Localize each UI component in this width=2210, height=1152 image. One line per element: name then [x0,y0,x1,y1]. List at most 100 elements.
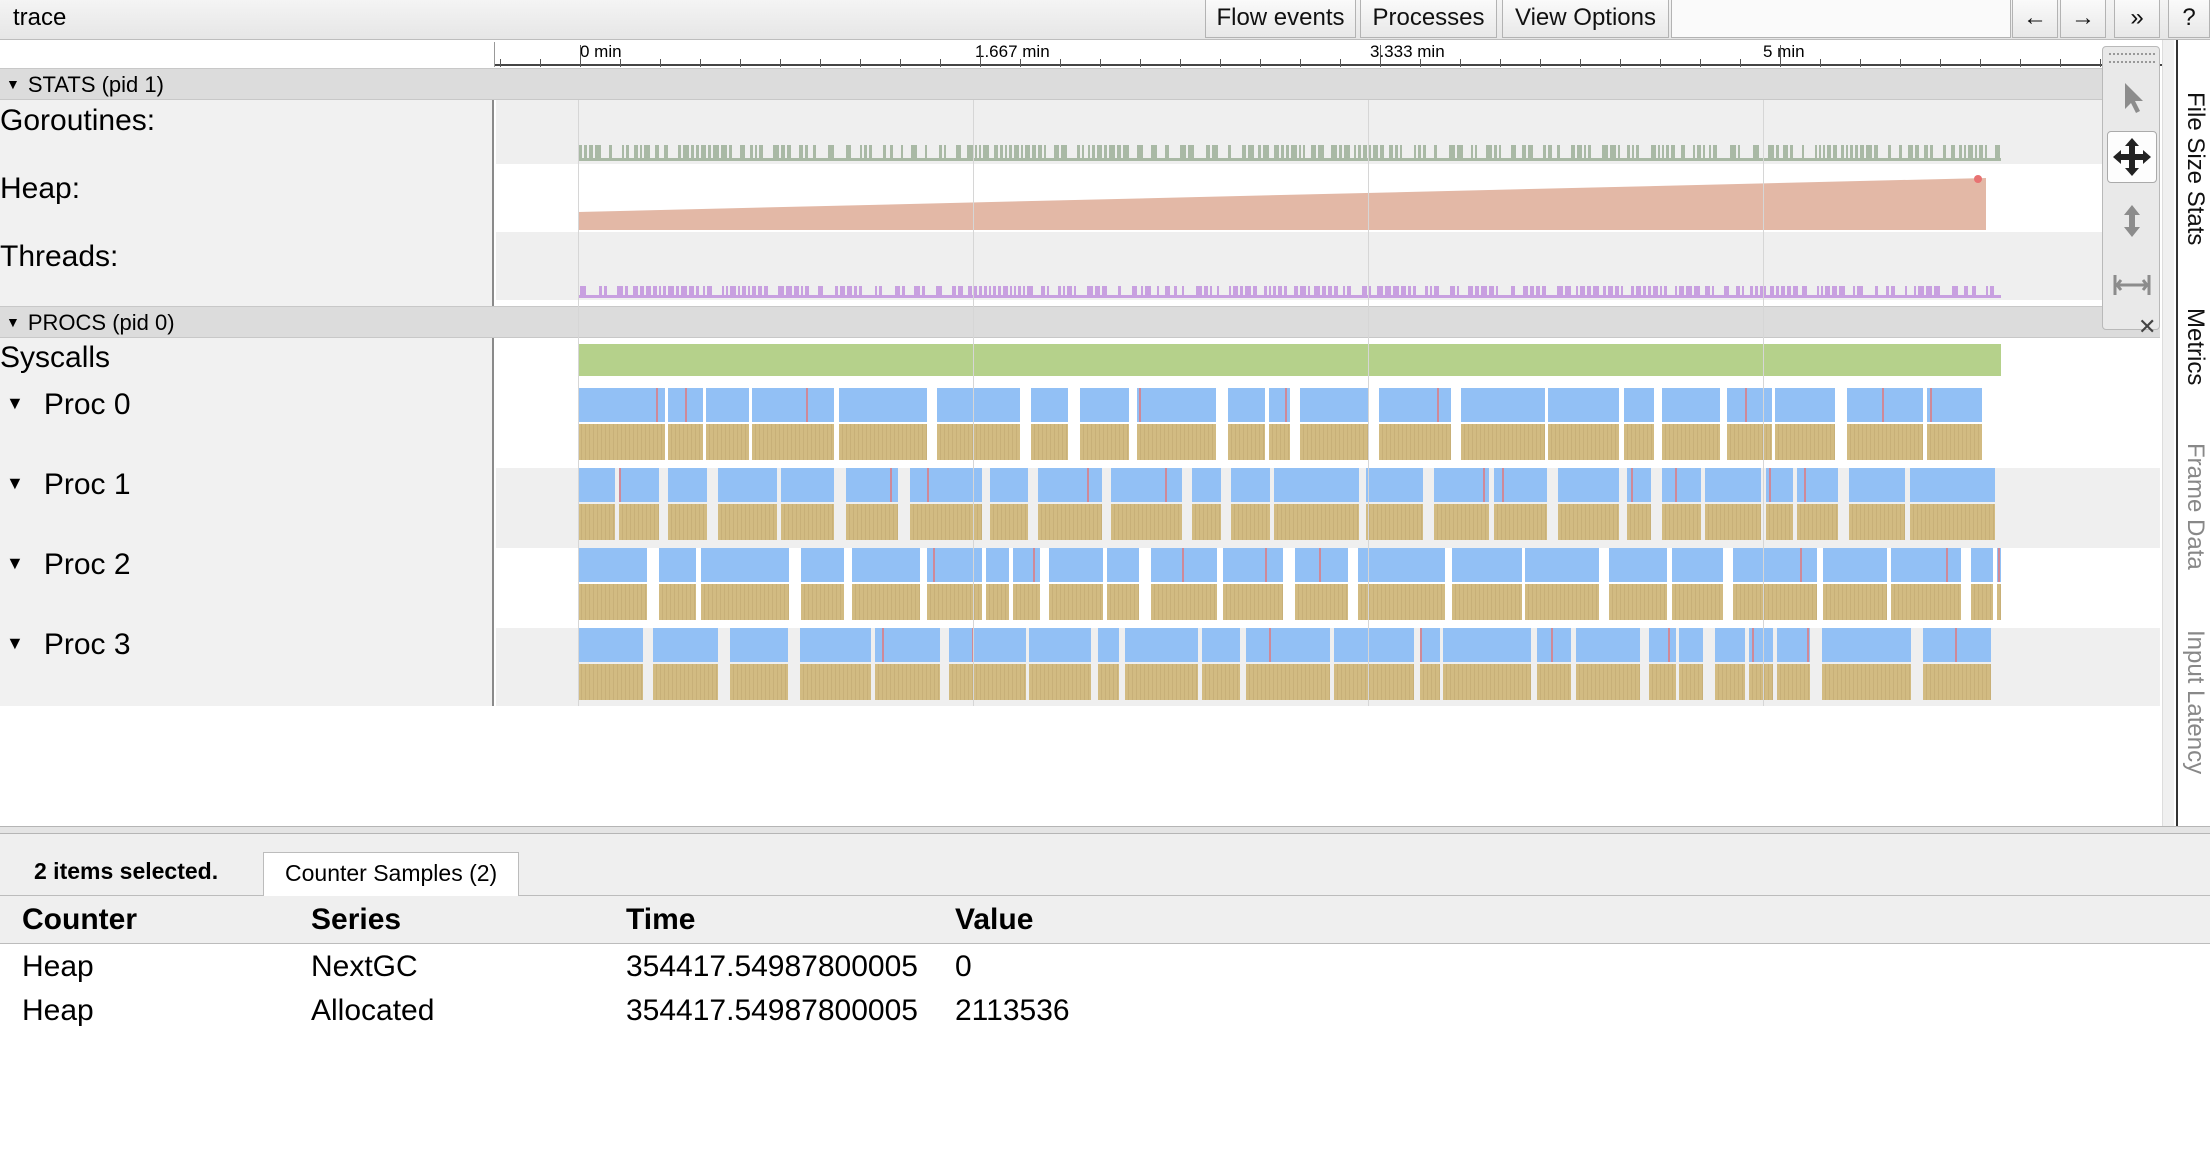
counter-sample-bar[interactable] [1054,145,1059,161]
column-header-value[interactable]: Value [955,903,1034,936]
counter-sample-bar[interactable] [1536,286,1540,298]
counter-sample-bar[interactable] [1206,145,1210,161]
counter-sample-bar[interactable] [742,286,746,298]
counter-sample-bar[interactable] [1926,286,1932,298]
pan-mode-button[interactable] [2107,131,2157,183]
counter-sample-bar[interactable] [1736,286,1740,298]
counter-sample-bar[interactable] [1468,286,1473,298]
collapse-arrow-icon[interactable]: ▼ [6,553,24,573]
goroutine-slice[interactable] [1443,628,1531,662]
gc-slice[interactable] [1727,424,1772,460]
event-marker[interactable] [1930,388,1932,422]
goroutine-slice[interactable] [846,468,898,502]
counter-sample-bar[interactable] [1841,145,1844,161]
close-icon[interactable]: ✕ [2138,314,2157,339]
counter-sample-bar[interactable] [1787,286,1791,298]
event-marker[interactable] [1752,628,1754,662]
counter-sample-bar[interactable] [748,286,750,298]
counter-sample-bar[interactable] [1430,286,1432,298]
counter-sample-bar[interactable] [1648,286,1651,298]
goroutine-slice[interactable] [1246,628,1330,662]
counter-sample-bar[interactable] [1328,286,1332,298]
goroutine-slice[interactable] [1366,468,1423,502]
gc-slice[interactable] [1923,664,1991,700]
gc-slice[interactable] [1548,424,1619,460]
counter-sample-bar[interactable] [1450,286,1455,298]
goroutine-slice[interactable] [986,548,1009,582]
goroutine-slice[interactable] [1098,628,1119,662]
gc-slice[interactable] [852,584,920,620]
gc-slice[interactable] [1192,504,1221,540]
gc-slice[interactable] [1537,664,1571,700]
counter-sample-bar[interactable] [1286,145,1289,161]
proc-0-label[interactable]: ▼ Proc 0 [6,388,131,421]
counter-sample-bar[interactable] [1548,145,1552,161]
event-marker[interactable] [619,468,621,502]
counter-sample-bar[interactable] [1264,286,1267,298]
counter-sample-bar[interactable] [1358,145,1361,161]
counter-sample-bar[interactable] [1853,286,1855,298]
gc-slice[interactable] [1494,504,1547,540]
timeline-tracks[interactable]: ▼ STATS (pid 1) Goroutines: Heap: Threads… [0,68,2160,708]
event-marker[interactable] [1420,628,1422,662]
event-marker[interactable] [1745,388,1747,422]
counter-sample-bar[interactable] [609,145,612,161]
counter-sample-bar[interactable] [939,145,942,161]
zoom-mode-button[interactable] [2107,195,2157,247]
counter-sample-bar[interactable] [1875,286,1878,298]
event-marker[interactable] [685,388,687,422]
goroutine-slice[interactable] [706,388,749,422]
gc-slice[interactable] [1891,584,1961,620]
counter-sample-bar[interactable] [979,286,982,298]
goroutine-slice[interactable] [1031,388,1068,422]
event-marker[interactable] [1551,628,1553,662]
gc-slice[interactable] [1849,504,1905,540]
counter-sample-bar[interactable] [1141,286,1143,298]
goroutine-slice[interactable] [910,468,982,502]
gc-slice[interactable] [1246,664,1330,700]
counter-sample-bar[interactable] [1457,145,1463,161]
syscalls-track[interactable] [578,344,2001,376]
counter-sample-bar[interactable] [1475,286,1479,298]
counter-sample-bar[interactable] [1005,145,1007,161]
goroutine-slice[interactable] [1558,468,1619,502]
gc-slice[interactable] [910,504,982,540]
goroutine-slice[interactable] [1923,628,1991,662]
counter-sample-bar[interactable] [1331,145,1337,161]
goroutine-slice[interactable] [1202,628,1240,662]
counter-sample-bar[interactable] [633,286,638,298]
counter-sample-bar[interactable] [1082,145,1084,161]
counter-sample-bar[interactable] [701,145,706,161]
collapse-arrow-icon[interactable]: ▼ [6,633,24,653]
event-marker[interactable] [1033,548,1035,582]
counter-sample-bar[interactable] [1038,145,1042,161]
gc-slice[interactable] [1107,584,1139,620]
counter-sample-bar[interactable] [1123,145,1129,161]
counter-sample-bar[interactable] [1915,145,1919,161]
counter-sample-bar[interactable] [1753,145,1759,161]
counter-sample-bar[interactable] [1363,145,1367,161]
goroutine-slice[interactable] [1080,388,1129,422]
counter-sample-bar[interactable] [1631,286,1634,298]
gc-slice[interactable] [875,664,940,700]
goroutine-slice[interactable] [1038,468,1102,502]
event-marker[interactable] [1437,388,1439,422]
counter-sample-bar[interactable] [653,286,657,298]
counter-sample-bar[interactable] [707,286,712,298]
counter-sample-bar[interactable] [1755,286,1758,298]
counter-sample-bar[interactable] [1593,286,1599,298]
counter-sample-bar[interactable] [989,286,991,298]
goroutine-slice[interactable] [1733,548,1817,582]
goroutine-slice[interactable] [852,548,920,582]
counter-sample-bar[interactable] [1817,286,1819,298]
counter-sample-bar[interactable] [1210,286,1212,298]
counter-sample-bar[interactable] [1393,286,1399,298]
counter-sample-bar[interactable] [1888,145,1891,161]
counter-sample-bar[interactable] [1284,286,1287,298]
select-mode-button[interactable] [2107,71,2157,123]
counter-sample-bar[interactable] [1846,145,1848,161]
counter-sample-bar[interactable] [678,145,681,161]
goroutine-slice[interactable] [1927,388,1982,422]
counter-sample-bar[interactable] [1781,286,1785,298]
goroutine-slice[interactable] [1274,468,1359,502]
